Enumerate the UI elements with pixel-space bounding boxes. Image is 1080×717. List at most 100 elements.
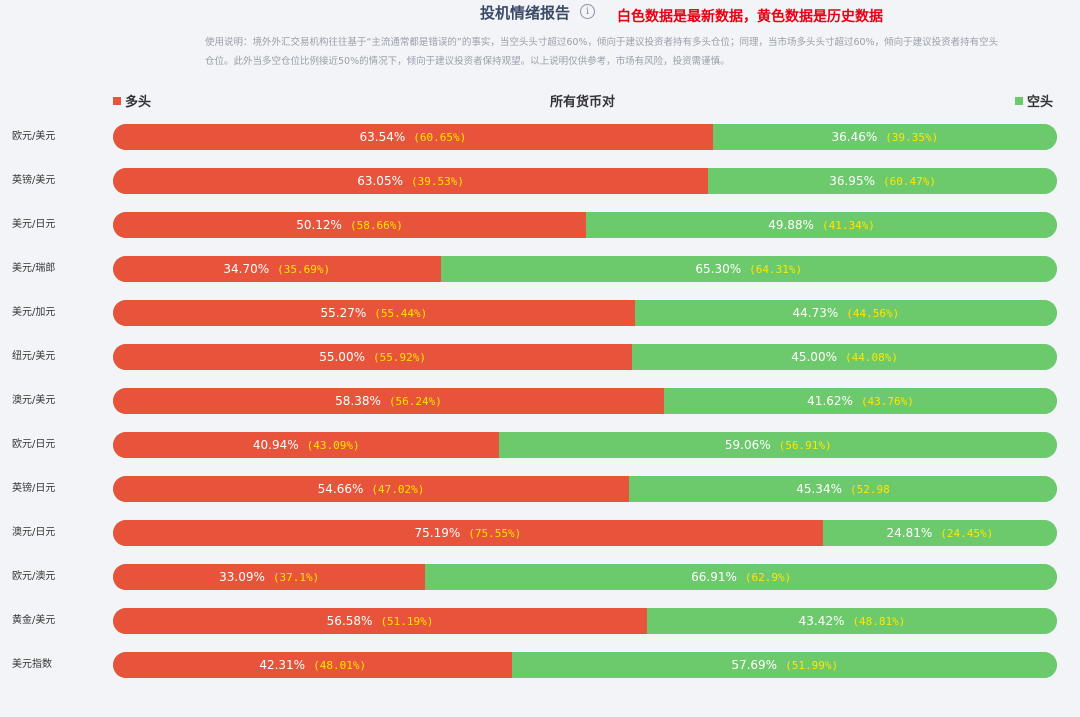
pair-label: 澳元/美元 [12, 395, 56, 406]
short-bar-segment [632, 344, 1057, 370]
short-value-label-current: 45.34% [796, 482, 842, 496]
sentiment-bar: 56.58% (51.19%) 43.42% (48.81%) [113, 608, 1057, 634]
long-swatch-icon [113, 97, 121, 105]
all-pairs-label: 所有货币对 [550, 95, 616, 110]
long-value-label-history: (37.1%) [272, 571, 320, 584]
long-value-label: 58.38% (56.24%) [335, 388, 442, 414]
sentiment-bar: 75.19% (75.55%) 24.81% (24.45%) [113, 520, 1057, 546]
long-value-label-current: 75.19% [414, 526, 461, 540]
sentiment-bar: 55.00% (55.92%) 45.00% (44.08%) [113, 344, 1057, 370]
short-value-label-current: 36.95% [829, 174, 875, 188]
long-bar-segment [113, 388, 665, 414]
long-value-label-current: 54.66% [317, 482, 364, 496]
sentiment-bar: 34.70% (35.69%) 65.30% (64.31%) [113, 256, 1057, 282]
short-value-label-history: (52.98 [849, 483, 890, 496]
short-bar-segment [634, 300, 1057, 326]
short-value-label-current: 65.30% [695, 262, 742, 276]
short-value-label: 57.69% (51.99%) [731, 652, 838, 678]
long-value-label-current: 34.70% [223, 262, 270, 276]
short-value-label: 45.00% (44.08%) [791, 344, 898, 370]
sentiment-bar: 55.27% (55.44%) 44.73% (44.56%) [113, 300, 1057, 326]
long-bar-segment [113, 168, 709, 194]
short-value-label-current: 36.46% [831, 130, 878, 144]
pair-label: 黄金/美元 [12, 615, 56, 626]
long-value-label: 40.94% (43.09%) [253, 432, 360, 458]
short-value-label: 65.30% (64.31%) [695, 256, 802, 282]
short-value-label: 44.73% (44.56%) [792, 300, 899, 326]
short-value-label-history: (41.34%) [821, 219, 875, 232]
short-value-label-history: (48.81%) [852, 615, 906, 628]
long-value-label-current: 42.31% [259, 658, 306, 672]
short-value-label: 36.95% (60.47%) [829, 168, 936, 194]
short-value-label-current: 43.42% [798, 614, 845, 628]
pair-label: 纽元/美元 [12, 351, 56, 362]
short-swatch-icon [1015, 97, 1023, 105]
short-value-label-current: 41.62% [807, 394, 853, 408]
sentiment-bar: 33.09% (37.1%) 66.91% (62.9%) [113, 564, 1057, 590]
short-value-label-history: (60.47%) [882, 175, 936, 188]
short-value-label-history: (64.31%) [749, 263, 803, 276]
short-bar-segment [425, 564, 1057, 590]
pair-label: 英镑/日元 [12, 483, 56, 494]
short-value-label-history: (51.99%) [785, 659, 839, 672]
short-value-label: 49.88% (41.34%) [768, 212, 875, 238]
short-value-label-history: (44.56%) [846, 307, 900, 320]
pair-label: 英镑/美元 [12, 175, 56, 186]
info-icon[interactable]: i [580, 4, 595, 19]
long-bar-segment [113, 212, 587, 238]
long-value-label-history: (35.69%) [277, 263, 331, 276]
short-value-label-current: 66.91% [691, 570, 737, 584]
long-value-label: 55.00% (55.92%) [319, 344, 426, 370]
pair-label: 美元/瑞郎 [12, 263, 56, 274]
short-bar-segment [628, 476, 1057, 502]
long-value-label-history: (56.24%) [388, 395, 442, 408]
long-value-label: 63.05% (39.53%) [357, 168, 464, 194]
sentiment-bar: 42.31% (48.01%) 57.69% (51.99%) [113, 652, 1057, 678]
long-value-label-history: (55.92%) [372, 351, 426, 364]
short-value-label-current: 45.00% [791, 350, 837, 364]
short-bar-segment [586, 212, 1057, 238]
pair-label: 欧元/日元 [12, 439, 56, 450]
long-value-label-history: (60.65%) [413, 131, 467, 144]
long-legend-label: 多头 [125, 95, 152, 110]
long-bar-segment [113, 300, 635, 326]
sentiment-bar: 58.38% (56.24%) 41.62% (43.76%) [113, 388, 1057, 414]
long-value-label-current: 33.09% [219, 570, 265, 584]
long-value-label-current: 63.05% [357, 174, 403, 188]
long-value-label-current: 50.12% [296, 218, 342, 232]
long-value-label: 75.19% (75.55%) [415, 520, 522, 546]
long-value-label-current: 55.00% [319, 350, 365, 364]
short-bar-segment [664, 388, 1057, 414]
short-bar-segment [512, 652, 1057, 678]
short-value-label: 41.62% (43.76%) [807, 388, 914, 414]
short-bar-segment [708, 168, 1057, 194]
short-value-label: 66.91% (62.9%) [691, 564, 791, 590]
short-value-label-history: (43.76%) [860, 395, 914, 408]
long-value-label-history: (58.66%) [349, 219, 403, 232]
long-bar-segment [113, 476, 629, 502]
short-bar-segment [499, 432, 1057, 458]
short-value-label: 59.06% (56.91%) [725, 432, 832, 458]
short-value-label: 45.34% (52.98 [796, 476, 890, 502]
short-bar-segment [712, 124, 1057, 150]
long-value-label-history: (55.44%) [374, 307, 428, 320]
long-value-label: 42.31% (48.01%) [259, 652, 366, 678]
long-value-label: 54.66% (47.02%) [318, 476, 425, 502]
short-value-label-history: (39.35%) [885, 131, 939, 144]
sentiment-bar: 40.94% (43.09%) 59.06% (56.91%) [113, 432, 1057, 458]
short-value-label-history: (24.45%) [940, 527, 994, 540]
long-value-label: 34.70% (35.69%) [223, 256, 330, 282]
long-bar-segment [113, 564, 426, 590]
long-value-label: 33.09% (37.1%) [219, 564, 319, 590]
data-color-note: 白色数据是最新数据，黄色数据是历史数据 [617, 9, 883, 25]
short-value-label: 43.42% (48.81%) [799, 608, 906, 634]
short-value-label: 36.46% (39.35%) [832, 124, 939, 150]
short-value-label-current: 44.73% [792, 306, 839, 320]
short-value-label-current: 59.06% [724, 438, 771, 452]
long-bar-segment [113, 652, 513, 678]
long-legend: 多头 [113, 91, 151, 110]
long-value-label-history: (47.02%) [371, 483, 425, 496]
long-bar-segment [113, 520, 823, 546]
sentiment-bar: 63.54% (60.65%) 36.46% (39.35%) [113, 124, 1057, 150]
